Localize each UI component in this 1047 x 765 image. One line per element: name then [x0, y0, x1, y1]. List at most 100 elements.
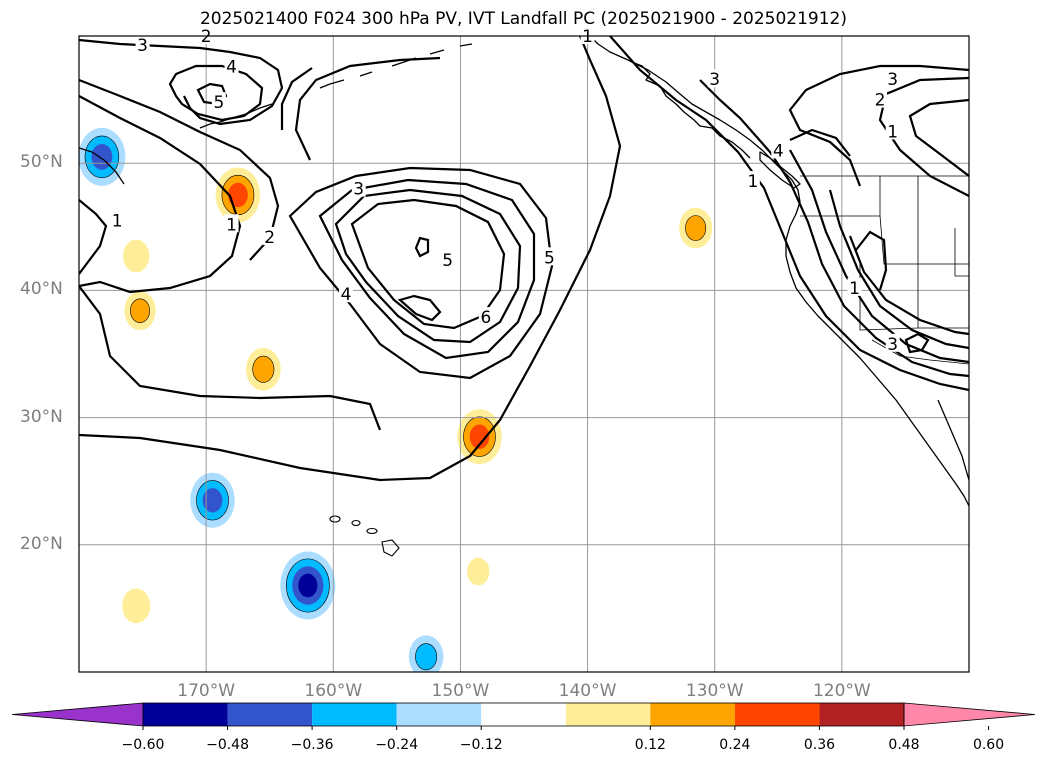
ivt-level-2 [469, 424, 490, 449]
lon-tick-label: 150°W [431, 681, 490, 701]
ivt-level-2 [202, 488, 223, 513]
colorbar-tick-label: 0.48 [888, 737, 920, 753]
pv-contour-6-ridge [397, 294, 442, 322]
colorbar-tick-label: −0.36 [290, 737, 334, 753]
pv-label-bg [847, 277, 862, 296]
pv-contour-3-coast [789, 149, 969, 364]
pv-contour-label: 2 [875, 91, 886, 111]
pv-label-bg [440, 249, 455, 268]
colorbar-segment [312, 703, 397, 726]
ivt-level-1 [130, 298, 150, 323]
pv-label-bg [110, 210, 125, 229]
colorbar-segment [734, 703, 820, 726]
pv-contour-small-baja [904, 332, 930, 354]
lat-tick-label: 50°N [20, 152, 63, 173]
ivt-level-3 [298, 573, 318, 598]
lon-tick-label: 160°W [304, 681, 363, 701]
colorbar-over-arrow [903, 702, 1036, 727]
island-big-island [381, 539, 400, 557]
ivt-anomaly-9 [190, 472, 235, 528]
colorbar-tick-label: 0.12 [634, 737, 666, 753]
ivt-level-0 [122, 239, 150, 273]
pv-contour-lines [79, 36, 969, 482]
pv-label-bg [351, 178, 366, 197]
pv-contour-label: 2 [201, 27, 212, 47]
colorbar-tick-label: −0.60 [121, 737, 165, 753]
lat-tick-label: 40°N [20, 279, 63, 300]
ivt-anomaly-7 [122, 588, 151, 624]
pv-contour-1-west [79, 95, 242, 294]
pv-contour-label: 1 [226, 215, 237, 235]
colorbar-segment [819, 703, 904, 726]
pv-contour-1-canada [908, 98, 969, 177]
ivt-anomaly-10 [280, 551, 336, 620]
colorbar-tick-label: 0.36 [803, 737, 836, 753]
pv-contour-label: 2 [264, 228, 275, 248]
pv-contour-4-northwest [168, 64, 264, 122]
pv-contour-label: 1 [582, 27, 593, 47]
pv-contour-label: 4 [773, 141, 784, 161]
ivt-anomaly-4 [122, 239, 150, 273]
ivt-anomaly-8 [79, 127, 126, 186]
pv-contour-2-canada [878, 76, 969, 197]
pv-contour-1-coast [609, 36, 969, 392]
ivt-level-0 [467, 557, 490, 586]
pv-label-bg [771, 140, 786, 159]
colorbar-tick-label: −0.12 [459, 737, 503, 753]
pv-label-bg [542, 247, 557, 266]
ivt-level-0 [122, 588, 151, 624]
ivt-anomaly-2 [246, 347, 281, 391]
lat-tick-label: 20°N [20, 533, 63, 554]
colorbar-tick-label: 0.24 [719, 737, 751, 753]
map-frame [78, 35, 970, 673]
pv-contour-1-california [855, 230, 888, 291]
pv-contour-3-northwest [79, 38, 284, 126]
colorbar [11, 702, 1036, 730]
ivt-anomaly-0 [215, 167, 261, 223]
map-title: 2025021400 F024 300 hPa PV, IVT Landfall… [199, 9, 847, 29]
pv-label-bg [873, 89, 887, 108]
colorbar-tick-label: −0.48 [206, 737, 249, 753]
pv-label-bg [478, 307, 493, 326]
lat-tick-label: 30°N [20, 406, 63, 427]
pv-label-bg [339, 284, 353, 303]
island-kauai [329, 515, 341, 523]
colorbar-tick-label: 0.60 [972, 737, 1005, 753]
ivt-anomaly-6 [467, 557, 490, 586]
coastline-north-america [589, 36, 969, 507]
pv-contour-label: 3 [353, 180, 364, 200]
pv-contour-label: 5 [213, 93, 224, 113]
pv-label-bg [135, 34, 150, 53]
colorbar-outline [142, 702, 905, 727]
pv-contour-1-kamchatka [79, 199, 108, 275]
pv-contour-label: 3 [709, 70, 720, 90]
ivt-shading-layer [79, 127, 713, 672]
pv-contour-label: 1 [747, 172, 758, 192]
ivt-anomaly-1 [457, 409, 502, 465]
colorbar-tick-label: −0.24 [375, 737, 419, 753]
pv-contour-1-north [79, 285, 382, 431]
pv-contour-label: 1 [112, 211, 123, 231]
pv-label-bg [224, 214, 239, 233]
pv-label-bg [885, 121, 900, 140]
pv-contour-label: 3 [887, 70, 898, 90]
pv-contour-5-ridge [350, 198, 506, 330]
pv-contour-4-coast [828, 189, 969, 350]
lon-tick-label: 170°W [177, 681, 236, 701]
pv-contour-2-coast [699, 79, 969, 378]
lon-tick-label: 140°W [558, 681, 617, 701]
colorbar-segment [396, 703, 482, 726]
ivt-level-1 [685, 215, 707, 241]
hawaiian-islands [329, 515, 400, 557]
pv-contour-label: 4 [226, 58, 237, 78]
coastline-gulf-california [937, 399, 969, 481]
pv-contour-label: 3 [137, 36, 148, 56]
pv-contour-label: 4 [341, 285, 352, 305]
pv-contour-label: 1 [887, 122, 898, 142]
coastline-vancouver-island [759, 151, 801, 189]
pv-contour-5-coast [848, 235, 969, 336]
pv-contour-4-ridge [334, 188, 522, 344]
pv-contour-5-inner-ridge [414, 236, 430, 258]
colorbar-segment [565, 703, 651, 726]
